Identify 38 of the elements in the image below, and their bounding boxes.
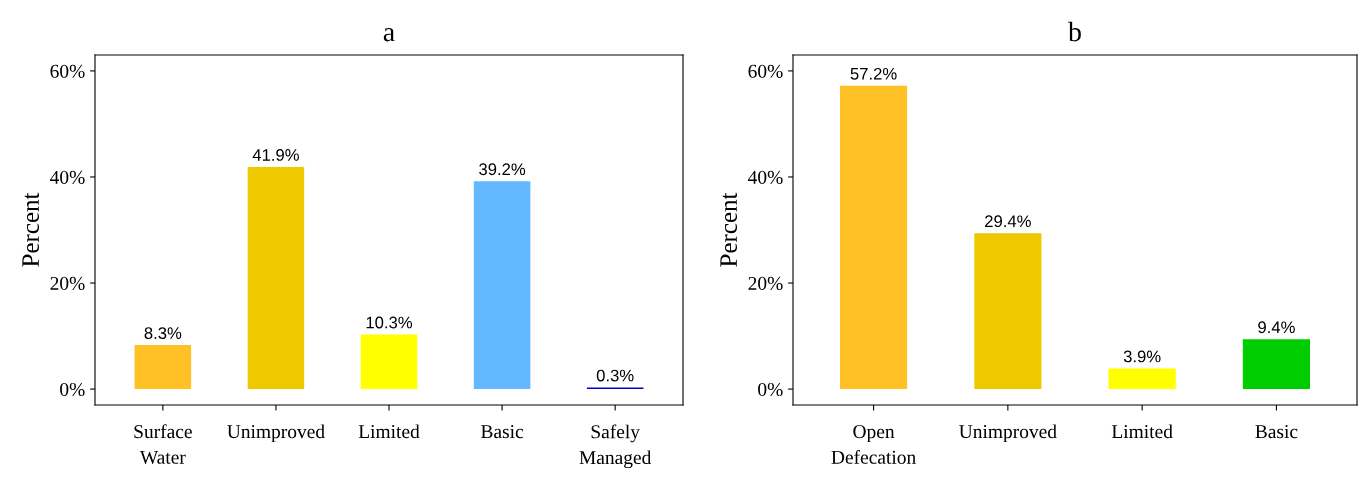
data-label: 57.2% (850, 67, 897, 80)
y-tick-label: 20% (50, 276, 85, 291)
data-label: 10.3% (366, 316, 413, 329)
x-tick-label: Open Defecation (831, 425, 916, 464)
x-tick-label: Limited (358, 424, 420, 439)
y-tick-label: 60% (748, 64, 783, 78)
bar (134, 345, 192, 390)
data-label: 9.4% (1258, 321, 1295, 334)
y-tick-label: 0% (60, 382, 85, 397)
data-label: 3.9% (1123, 350, 1161, 363)
bar (1242, 339, 1310, 390)
y-tick-label: 20% (748, 276, 783, 291)
y-tick-label: 0% (758, 382, 783, 397)
bar (1108, 368, 1176, 390)
x-tick-label: Basic (1255, 425, 1298, 439)
chart-title: b (1068, 21, 1081, 42)
y-tick-label: 40% (748, 170, 783, 184)
x-tick-label: Unimproved (227, 424, 325, 443)
data-label: 8.3% (144, 327, 182, 339)
chart-title: a (383, 28, 395, 42)
y-axis-title: Percent (22, 192, 39, 267)
y-tick-label: 60% (50, 64, 85, 78)
bar (360, 334, 418, 390)
x-tick-label: Basic (481, 425, 524, 439)
x-tick-label: Surface Water (134, 424, 192, 464)
data-label: 39.2% (479, 163, 526, 176)
data-label: 41.9% (252, 149, 299, 161)
y-tick-label: 40% (50, 170, 85, 184)
bar (473, 181, 531, 390)
bar (974, 233, 1042, 390)
bar (840, 85, 908, 390)
data-label: 29.4% (985, 215, 1031, 228)
data-label: 0.3% (596, 369, 634, 382)
bar (247, 166, 305, 390)
x-tick-label: Limited (1111, 424, 1173, 439)
x-tick-label: Safely Managed (579, 424, 652, 469)
y-axis-title: Percent (720, 192, 737, 267)
x-tick-label: Unimproved (959, 424, 1057, 443)
